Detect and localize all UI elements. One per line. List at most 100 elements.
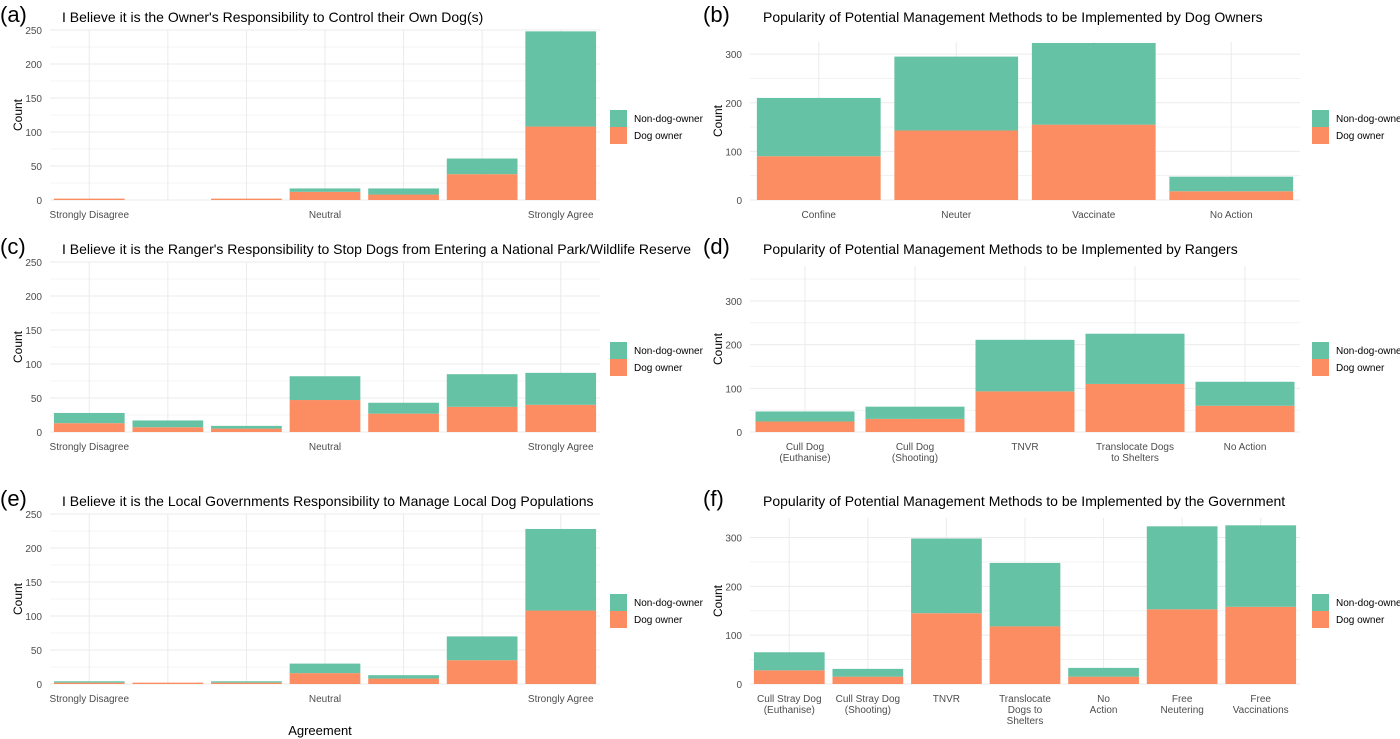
bar-dog-owner bbox=[446, 174, 518, 200]
chart-title: Popularity of Potential Management Metho… bbox=[763, 241, 1238, 257]
x-tick-label: Free Neutering bbox=[1160, 694, 1203, 716]
x-tick-label-line: Cull Stray Dog bbox=[757, 694, 821, 705]
legend-label: Non-dog-owner bbox=[634, 114, 704, 125]
bar-dog-owner bbox=[1031, 124, 1156, 200]
panel-tag: (e) bbox=[0, 486, 27, 511]
panel-tag: (c) bbox=[0, 234, 26, 259]
x-tick-label: Strongly Disagree bbox=[50, 694, 130, 705]
x-tick-label-line: Translocate bbox=[999, 694, 1051, 705]
bar-dog-owner bbox=[368, 413, 439, 432]
y-tick-label: 100 bbox=[25, 612, 42, 623]
bar-non-dog-owner bbox=[1169, 176, 1294, 192]
x-tick-label: Translocate Dogs to Shelters bbox=[999, 694, 1051, 727]
x-tick-label-line: Cull Stray Dog bbox=[836, 694, 900, 705]
x-tick-label-line: Strongly Disagree bbox=[50, 442, 130, 453]
y-tick-label: 100 bbox=[725, 631, 742, 642]
x-tick-label: Free Vaccinations bbox=[1233, 694, 1289, 716]
y-tick-label: 0 bbox=[736, 680, 742, 691]
y-tick-label: 100 bbox=[25, 128, 42, 139]
bar-non-dog-owner bbox=[289, 663, 361, 674]
chart-panel-1: (a) I Believe it is the Owner's Responsib… bbox=[0, 2, 704, 221]
legend-label: Dog owner bbox=[634, 131, 683, 142]
y-tick-label: 250 bbox=[25, 510, 42, 521]
x-tick-label: Cull Dog (Euthanise) bbox=[779, 442, 830, 464]
panel-tag: (b) bbox=[703, 2, 730, 27]
x-tick-label: TNVR bbox=[933, 694, 960, 705]
y-tick-label: 100 bbox=[725, 384, 742, 395]
y-tick-label: 200 bbox=[25, 60, 42, 71]
x-tick-label-line: (Euthanise) bbox=[779, 453, 830, 464]
x-tick-label-line: Dogs to bbox=[1008, 705, 1043, 716]
legend-swatch bbox=[1312, 359, 1329, 376]
bar-dog-owner bbox=[975, 391, 1075, 432]
legend-label: Dog owner bbox=[1336, 363, 1385, 374]
x-tick-label-line: No Action bbox=[1224, 442, 1267, 453]
bar-dog-owner bbox=[368, 678, 439, 684]
x-tick-label: Neutral bbox=[309, 442, 341, 453]
bar-dog-owner bbox=[753, 670, 825, 684]
x-tick-label: Cull Stray Dog (Shooting) bbox=[836, 694, 900, 716]
bar-non-dog-owner bbox=[832, 668, 904, 677]
y-tick-label: 200 bbox=[725, 99, 742, 110]
bar-non-dog-owner bbox=[989, 562, 1061, 627]
bar-dog-owner bbox=[525, 610, 597, 684]
x-tick-label: Strongly Disagree bbox=[50, 210, 130, 221]
x-tick-label-line: Free bbox=[1250, 694, 1271, 705]
bar-dog-owner bbox=[53, 423, 125, 432]
legend-label: Non-dog-owner bbox=[1336, 598, 1400, 609]
x-tick-label-line: (Shooting) bbox=[845, 705, 891, 716]
bar-non-dog-owner bbox=[368, 675, 439, 679]
bar-dog-owner bbox=[53, 682, 125, 684]
x-tick-label-line: Neutral bbox=[309, 442, 341, 453]
chart-title: I Believe it is the Owner's Responsibili… bbox=[62, 9, 483, 25]
bar-non-dog-owner bbox=[446, 636, 518, 661]
x-tick-label-line: Strongly Disagree bbox=[50, 694, 130, 705]
y-tick-label: 200 bbox=[25, 544, 42, 555]
bar-dog-owner bbox=[368, 194, 439, 200]
legend-label: Dog owner bbox=[634, 363, 683, 374]
bar-non-dog-owner bbox=[368, 402, 439, 414]
bar-non-dog-owner bbox=[211, 425, 282, 429]
bar-dog-owner bbox=[1195, 405, 1295, 432]
bar-non-dog-owner bbox=[525, 31, 597, 127]
legend-swatch bbox=[1312, 342, 1329, 359]
bar-non-dog-owner bbox=[1031, 42, 1156, 125]
x-tick-label-line: Neutral bbox=[309, 210, 341, 221]
bar-dog-owner bbox=[755, 421, 855, 432]
bar-dog-owner bbox=[989, 626, 1061, 684]
y-tick-label: 50 bbox=[31, 162, 43, 173]
bar-dog-owner bbox=[446, 660, 518, 684]
x-tick-label-line: Cull Dog bbox=[896, 442, 934, 453]
bar-dog-owner bbox=[525, 126, 597, 200]
x-tick-label-line: TNVR bbox=[1011, 442, 1038, 453]
bar-non-dog-owner bbox=[53, 412, 125, 424]
legend-swatch bbox=[610, 359, 627, 376]
bar-dog-owner bbox=[289, 191, 361, 200]
bar-non-dog-owner bbox=[446, 158, 518, 175]
x-tick-label: Vaccinate bbox=[1072, 210, 1116, 221]
y-tick-label: 150 bbox=[25, 326, 42, 337]
y-tick-label: 300 bbox=[725, 534, 742, 545]
legend-swatch bbox=[610, 342, 627, 359]
bar-non-dog-owner bbox=[1085, 333, 1185, 384]
legend-swatch bbox=[1312, 594, 1329, 611]
y-axis-label: Count bbox=[711, 584, 725, 617]
legend-swatch bbox=[610, 127, 627, 144]
legend-label: Dog owner bbox=[634, 615, 683, 626]
chart-panel-6: (f) Popularity of Potential Management Me… bbox=[703, 486, 1400, 727]
y-axis-label: Count bbox=[711, 332, 725, 365]
x-tick-label-line: (Shooting) bbox=[892, 453, 938, 464]
bar-non-dog-owner bbox=[1068, 667, 1139, 677]
bar-dog-owner bbox=[1169, 191, 1294, 200]
x-tick-label-line: Shelters bbox=[1007, 716, 1044, 727]
bar-non-dog-owner bbox=[368, 188, 439, 195]
bar-dog-owner bbox=[832, 676, 904, 684]
x-tick-label-line: Neutering bbox=[1160, 705, 1203, 716]
chart-title: Popularity of Potential Management Metho… bbox=[763, 9, 1263, 25]
bar-non-dog-owner bbox=[1195, 381, 1295, 406]
bar-dog-owner bbox=[894, 130, 1019, 200]
bar-dog-owner bbox=[911, 613, 982, 684]
x-tick-label: Neutral bbox=[309, 210, 341, 221]
x-tick-label-line: TNVR bbox=[933, 694, 960, 705]
